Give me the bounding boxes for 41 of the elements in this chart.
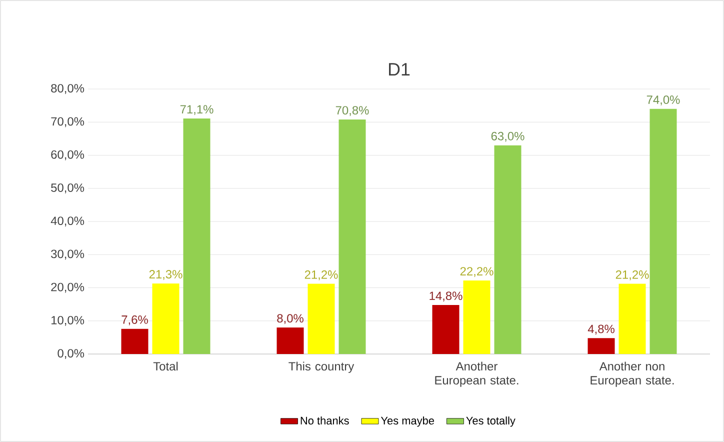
bar bbox=[650, 108, 677, 354]
legend-label: Yes maybe bbox=[380, 416, 434, 427]
data-label: 14,8% bbox=[430, 292, 462, 302]
data-label: 70,8% bbox=[336, 106, 369, 116]
bar bbox=[463, 280, 490, 354]
bar bbox=[618, 284, 646, 354]
data-label: 22,2% bbox=[460, 267, 494, 277]
data-label: 21,2% bbox=[304, 270, 338, 280]
y-tick-label: 70,0% bbox=[51, 117, 84, 128]
chart-title: D1 bbox=[389, 63, 410, 76]
bar bbox=[276, 328, 304, 354]
x-tick-label: Total bbox=[153, 362, 178, 371]
data-label: 21,2% bbox=[616, 270, 649, 280]
x-tick-label: Another European state. bbox=[435, 362, 518, 387]
y-tick-label: 40,0% bbox=[50, 216, 84, 226]
data-label: 21,3% bbox=[149, 270, 182, 280]
bar bbox=[308, 284, 335, 354]
bar bbox=[152, 283, 180, 354]
bar bbox=[588, 338, 615, 354]
data-label: 4,8% bbox=[588, 324, 614, 335]
y-tick-label: 50,0% bbox=[51, 183, 84, 194]
bar bbox=[121, 328, 148, 354]
data-label: 8,0% bbox=[277, 314, 304, 324]
y-tick-label: 10,0% bbox=[51, 316, 84, 326]
bar bbox=[338, 119, 366, 354]
legend-label: No thanks bbox=[300, 416, 349, 425]
x-tick-label: This country bbox=[288, 362, 354, 373]
y-tick-label: 0,0% bbox=[58, 349, 84, 359]
y-tick-label: 60,0% bbox=[51, 150, 84, 160]
bar bbox=[432, 304, 460, 354]
x-tick-label: Another non European state. bbox=[590, 362, 674, 387]
data-label: 7,6% bbox=[122, 315, 148, 326]
y-tick-label: 80,0% bbox=[51, 84, 84, 94]
data-label: 63,0% bbox=[491, 132, 524, 142]
bar bbox=[494, 145, 522, 354]
bar bbox=[183, 118, 210, 354]
legend-label: Yes totally bbox=[466, 416, 516, 427]
data-label: 71,1% bbox=[180, 105, 214, 115]
data-label: 74,0% bbox=[646, 95, 680, 106]
y-tick-label: 30,0% bbox=[51, 250, 84, 260]
y-tick-label: 20,0% bbox=[51, 282, 84, 293]
